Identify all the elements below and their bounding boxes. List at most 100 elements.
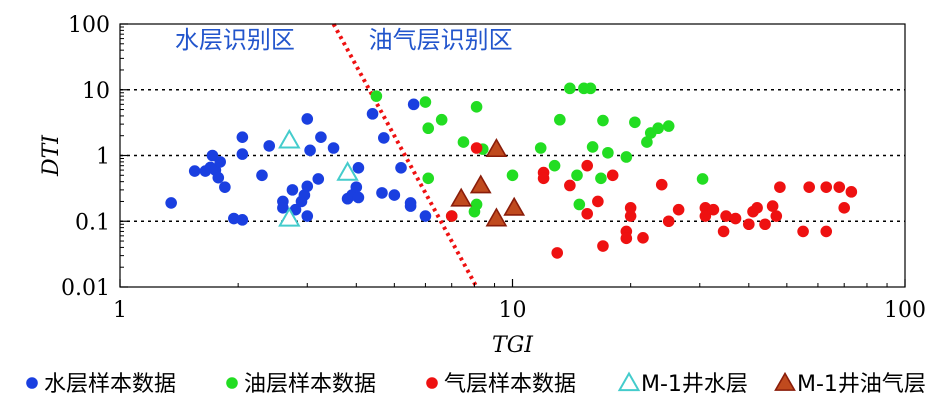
data-point bbox=[620, 151, 633, 163]
data-point bbox=[606, 169, 619, 182]
data-point bbox=[564, 82, 576, 95]
data-point bbox=[450, 187, 473, 207]
data-point bbox=[470, 101, 483, 113]
data-point bbox=[751, 202, 763, 214]
data-point bbox=[188, 165, 201, 177]
data-point bbox=[584, 82, 597, 95]
data-point bbox=[672, 203, 685, 216]
data-point bbox=[534, 142, 547, 154]
data-point bbox=[720, 210, 732, 222]
data-point bbox=[312, 173, 325, 185]
data-point bbox=[624, 210, 637, 222]
data-point bbox=[301, 210, 314, 222]
y-tick-label: 0.1 bbox=[75, 210, 110, 235]
data-point bbox=[304, 144, 316, 157]
y-tick-label: 1 bbox=[96, 145, 110, 170]
data-point bbox=[571, 169, 583, 182]
data-point bbox=[838, 202, 851, 214]
data-point bbox=[729, 212, 742, 225]
data-point bbox=[624, 202, 637, 214]
divider-line bbox=[331, 23, 479, 288]
axis-labels: 1 10 100 0.01 0.1 1 10 100 TGI DTI bbox=[39, 13, 926, 358]
data-point bbox=[214, 156, 226, 168]
data-point bbox=[366, 108, 379, 120]
data-point bbox=[833, 181, 846, 193]
data-point bbox=[485, 138, 508, 158]
series-group bbox=[278, 128, 359, 227]
data-point bbox=[422, 122, 435, 135]
data-point bbox=[551, 247, 564, 259]
data-point bbox=[407, 98, 420, 111]
data-point bbox=[470, 142, 483, 154]
data-point bbox=[26, 377, 38, 389]
region-label: 油气层识别区 bbox=[369, 26, 513, 54]
data-point bbox=[470, 198, 483, 211]
legend: 水层样本数据 油层样本数据 气层样本数据 M-1井水层 M-1井油气层 bbox=[26, 371, 926, 397]
data-point bbox=[774, 371, 796, 391]
data-point bbox=[352, 191, 365, 204]
data-point bbox=[485, 207, 508, 227]
data-point bbox=[845, 186, 858, 198]
series-group bbox=[445, 142, 858, 259]
data-point bbox=[278, 128, 301, 149]
data-point bbox=[377, 132, 390, 144]
data-point bbox=[696, 173, 709, 185]
data-point bbox=[717, 225, 730, 238]
data-point bbox=[766, 200, 779, 212]
data-point bbox=[620, 232, 633, 245]
data-point bbox=[395, 162, 407, 174]
data-point bbox=[457, 136, 470, 148]
data-point bbox=[554, 113, 566, 126]
data-point bbox=[419, 96, 432, 108]
divider-line-group bbox=[331, 23, 479, 288]
data-point bbox=[388, 189, 401, 201]
legend-label: 水层样本数据 bbox=[44, 372, 176, 397]
data-point bbox=[469, 174, 492, 194]
data-point bbox=[278, 207, 301, 227]
y-tick-label: 0.01 bbox=[61, 276, 110, 301]
region-labels: 水层识别区 油气层识别区 bbox=[175, 26, 513, 54]
data-point bbox=[597, 240, 609, 252]
data-point bbox=[370, 90, 383, 102]
data-point bbox=[602, 146, 614, 159]
data-point bbox=[228, 212, 240, 225]
legend-label: 气层样本数据 bbox=[444, 372, 576, 397]
data-point bbox=[336, 161, 359, 181]
data-point bbox=[506, 169, 519, 182]
data-point bbox=[277, 202, 289, 214]
data-point bbox=[662, 120, 675, 132]
x-axis-title: TGI bbox=[492, 333, 534, 358]
data-point bbox=[581, 159, 594, 172]
data-point bbox=[435, 113, 448, 126]
data-point bbox=[426, 377, 438, 389]
data-point bbox=[537, 172, 550, 185]
data-point bbox=[759, 218, 771, 231]
data-point bbox=[820, 181, 833, 193]
data-point bbox=[803, 181, 815, 193]
data-point bbox=[404, 197, 417, 209]
legend-item: M-1井油气层 bbox=[774, 371, 926, 397]
data-point bbox=[595, 172, 607, 185]
axis-ticks bbox=[119, 23, 906, 288]
data-point bbox=[445, 210, 458, 222]
data-point bbox=[165, 197, 177, 209]
series-group bbox=[165, 98, 432, 226]
data-point bbox=[564, 179, 576, 192]
data-point bbox=[212, 171, 225, 184]
data-point bbox=[286, 184, 299, 196]
data-point bbox=[236, 214, 249, 226]
data-point bbox=[376, 187, 388, 199]
data-point bbox=[419, 210, 432, 222]
x-tick-label: 10 bbox=[499, 298, 527, 323]
data-point bbox=[263, 140, 276, 152]
data-point bbox=[662, 215, 675, 228]
data-point bbox=[301, 180, 314, 193]
data-point bbox=[206, 149, 219, 162]
data-point bbox=[617, 371, 641, 392]
data-point bbox=[548, 159, 561, 172]
data-point bbox=[592, 195, 604, 208]
data-point bbox=[236, 131, 249, 143]
grid-lines bbox=[120, 89, 905, 222]
